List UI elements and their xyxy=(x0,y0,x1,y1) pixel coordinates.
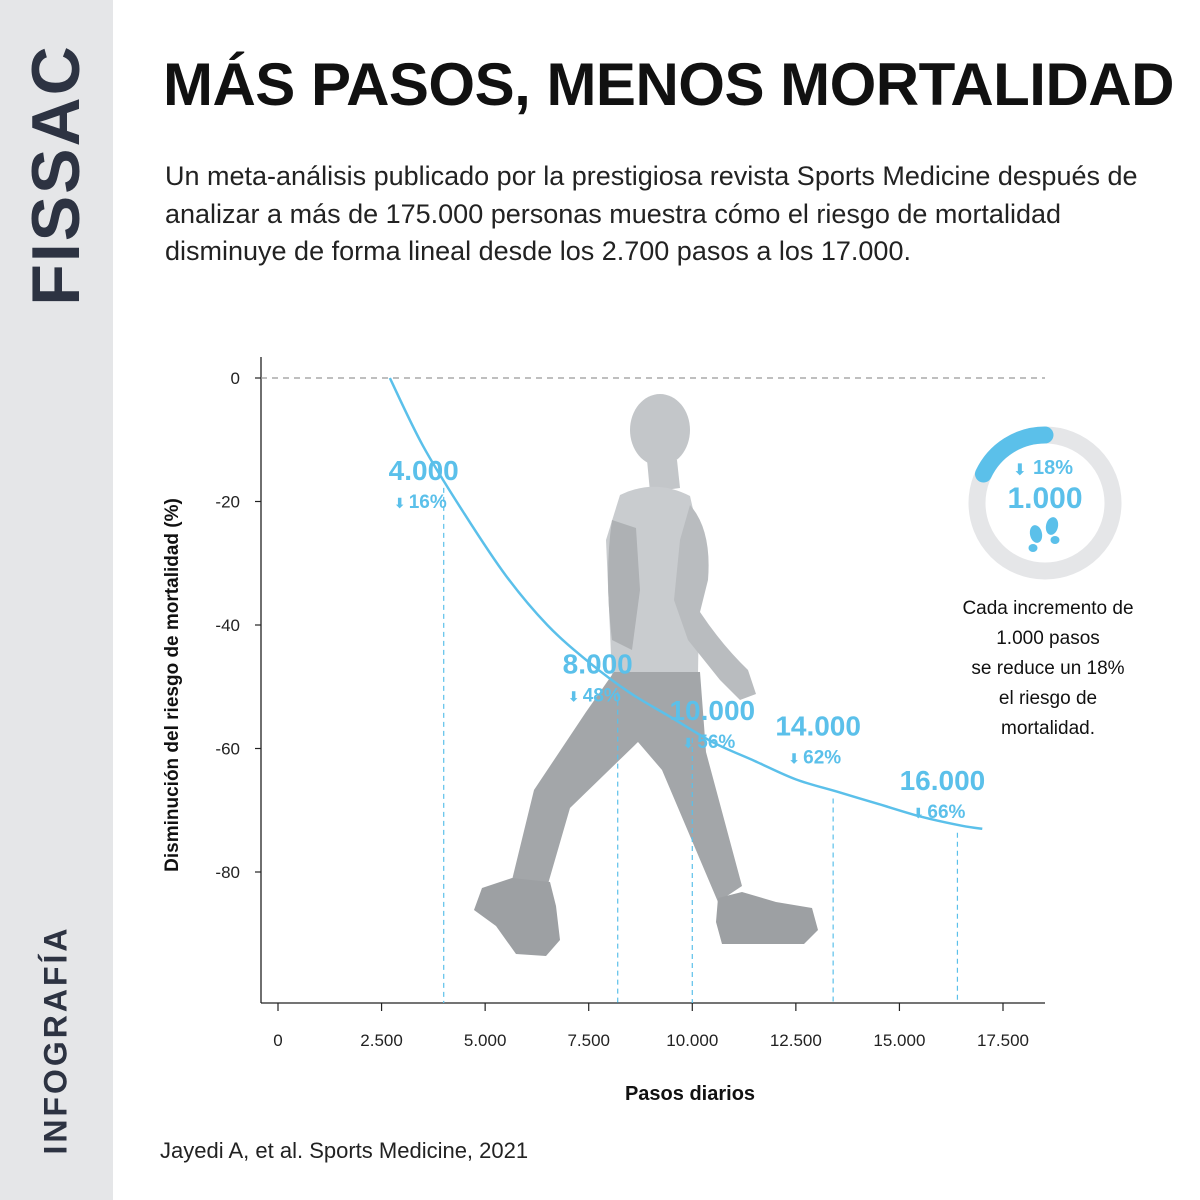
annotation-steps: 16.000 xyxy=(900,765,986,796)
x-tick-label: 5.000 xyxy=(464,1031,507,1050)
down-arrow-icon: ⬇ xyxy=(913,806,925,822)
callout-text-line: el riesgo de xyxy=(999,688,1097,709)
callout-arrow-icon: ⬇ xyxy=(1013,460,1026,479)
callout-text-line: Cada incremento de xyxy=(962,598,1133,619)
progress-ring-fill xyxy=(974,426,1054,483)
intro-text: Un meta-análisis publicado por la presti… xyxy=(165,161,1138,266)
annotation-reduction: 66% xyxy=(927,802,965,823)
x-axis-title: Pasos diarios xyxy=(625,1083,755,1105)
x-tick-label: 7.500 xyxy=(567,1031,610,1050)
y-axis-title: Disminución del riesgo de mortalidad (%) xyxy=(162,498,183,872)
callout-text-line: se reduce un 18% xyxy=(971,658,1124,679)
page-title: MÁS PASOS, MENOS MORTALIDAD xyxy=(163,51,1174,118)
x-tick-label: 15.000 xyxy=(873,1031,925,1050)
annotation-steps: 14.000 xyxy=(775,710,861,741)
source-citation: Jayedi A, et al. Sports Medicine, 2021 xyxy=(160,1138,529,1163)
annotation-steps: 4.000 xyxy=(389,455,459,486)
callout-text-line: mortalidad. xyxy=(1001,718,1095,739)
down-arrow-icon: ⬇ xyxy=(788,751,800,767)
annotation-steps: 10.000 xyxy=(669,695,755,726)
annotation-reduction: 62% xyxy=(803,747,841,768)
x-tick-label: 2.500 xyxy=(360,1031,403,1050)
down-arrow-icon: ⬇ xyxy=(394,496,406,512)
callout: ⬇ 18% 1.000 Cada incremento de 1.000 paso… xyxy=(962,426,1134,739)
callout-percent: 18% xyxy=(1033,457,1073,479)
callout-steps: 1.000 xyxy=(1007,482,1082,515)
y-tick-label: -20 xyxy=(215,493,240,512)
footprints-icon xyxy=(1028,517,1060,552)
annotation-steps: 8.000 xyxy=(563,649,633,680)
down-arrow-icon: ⬇ xyxy=(568,690,580,706)
x-tick-label: 0 xyxy=(273,1031,282,1050)
down-arrow-icon: ⬇ xyxy=(682,736,694,752)
y-tick-label: -60 xyxy=(215,740,240,759)
annotation-reduction: 16% xyxy=(409,492,447,513)
y-tick-label: -40 xyxy=(215,616,240,635)
annotation-reduction: 48% xyxy=(583,686,621,707)
mortality-curve-line xyxy=(388,377,983,831)
walking-man-icon xyxy=(474,394,818,956)
annotation-reduction: 56% xyxy=(697,732,735,753)
y-tick-label: 0 xyxy=(231,369,240,388)
sidebar: FISSAC INFOGRAFÍA xyxy=(0,0,113,1200)
x-tick-label: 17.500 xyxy=(977,1031,1029,1050)
y-tick-label: -80 xyxy=(215,863,240,882)
x-tick-label: 10.000 xyxy=(666,1031,718,1050)
x-tick-label: 12.500 xyxy=(770,1031,822,1050)
callout-text-line: 1.000 pasos xyxy=(996,628,1100,649)
